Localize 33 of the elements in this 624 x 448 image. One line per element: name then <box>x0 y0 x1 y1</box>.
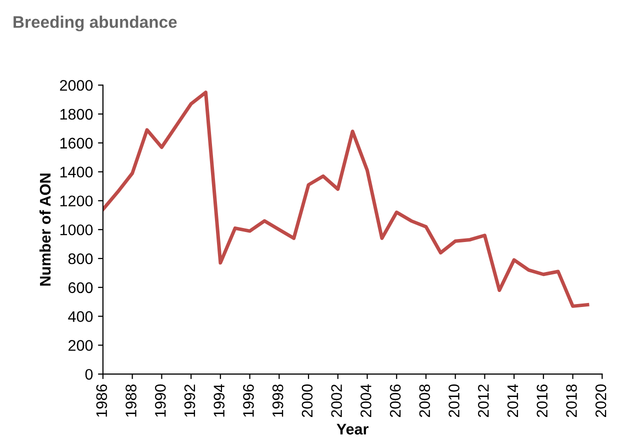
x-tick-label: 1998 <box>272 384 284 417</box>
x-tick-label: 1992 <box>184 384 196 417</box>
y-tick-label: 1200 <box>60 196 93 206</box>
y-axis-title: Number of AON <box>39 174 51 286</box>
x-axis-title: Year <box>336 424 368 435</box>
x-tick-label: 2002 <box>331 384 342 418</box>
x-tick-label: 1986 <box>96 384 108 417</box>
x-tick-label: 2020 <box>595 384 606 418</box>
x-tick-label: 2014 <box>507 384 518 418</box>
y-tick-label: 800 <box>68 253 93 264</box>
x-tick-label: 2016 <box>536 384 548 418</box>
line-series <box>102 90 590 308</box>
chart-title: Breeding abundance <box>14 16 177 32</box>
x-tick-label: 2006 <box>390 384 401 418</box>
x-tick-label: 2004 <box>360 384 372 418</box>
y-tick-label: 2000 <box>60 80 93 91</box>
x-tick-label: 2018 <box>566 384 577 418</box>
y-tick-label: 200 <box>68 340 93 351</box>
y-tick-label: 1800 <box>60 108 93 120</box>
y-tick-label: 0 <box>85 368 93 380</box>
y-tick-label: 600 <box>68 282 93 294</box>
x-tick-label: 1996 <box>243 384 254 417</box>
x-tick-label: 2000 <box>302 384 313 418</box>
y-tick-label: 1000 <box>60 224 93 236</box>
y-tick-label: 1400 <box>60 166 93 178</box>
x-tick-label: 2012 <box>478 384 489 418</box>
y-tick-label: 1600 <box>60 138 93 149</box>
x-tick-label: 1988 <box>126 384 136 417</box>
y-tick-label: 400 <box>68 311 93 322</box>
x-tick-label: 2008 <box>419 384 430 418</box>
x-tick-label: 2010 <box>448 384 460 418</box>
x-tick-label: 1994 <box>214 384 225 417</box>
x-tick-label: 1990 <box>154 384 166 417</box>
